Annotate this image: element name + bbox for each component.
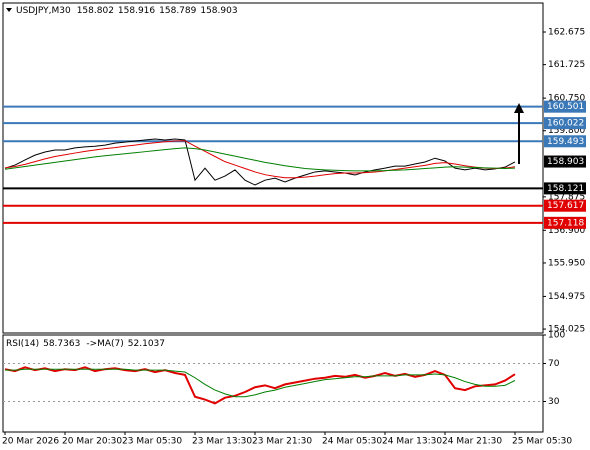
series-line [4, 138, 516, 186]
y-tick-label: 154.025 [548, 325, 585, 335]
last-price-label: 158.903 [547, 157, 584, 167]
y-tick-label: 156.900 [548, 226, 585, 236]
y-tick-label: 30 [548, 397, 560, 407]
ma-label: ->MA(7) [86, 339, 123, 349]
y-tick-label: 157.875 [548, 192, 585, 202]
x-tick-label: 23 Mar 05:30 [122, 437, 182, 447]
level-label-box [544, 117, 586, 130]
series-line [4, 140, 516, 179]
x-tick-label: 24 Mar 05:30 [322, 437, 382, 447]
arrow-head [514, 103, 524, 113]
level-label: 158.121 [547, 184, 584, 194]
level-label-box [544, 199, 586, 212]
y-tick-label: 162.675 [548, 28, 585, 38]
menu-icon [6, 8, 12, 12]
x-tick-label: 25 Mar 05:30 [512, 437, 572, 447]
rsi-header: RSI(14) 58.7363 ->MA(7) 52.1037 [6, 339, 165, 349]
rsi-panel [2, 334, 544, 433]
level-label-box [544, 216, 586, 229]
last-price-box [544, 155, 586, 168]
y-tick-label: 155.950 [548, 258, 585, 268]
x-tick-label: 24 Mar 21:30 [442, 437, 502, 447]
close: 158.903 [200, 6, 237, 16]
level-label-box [544, 135, 586, 148]
x-tick-label: 23 Mar 21:30 [252, 437, 312, 447]
y-tick-label: 159.800 [548, 126, 585, 136]
level-label: 157.118 [547, 218, 584, 228]
series-line [4, 147, 516, 172]
x-tick-label: 20 Mar 20:30 [62, 437, 122, 447]
rsi-value: 58.7363 [43, 339, 80, 349]
open: 158.802 [77, 6, 114, 16]
header: USDJPY,M30 158.802 158.916 158.789 158.903 [16, 6, 238, 16]
main-panel [2, 2, 544, 334]
symbol: USDJPY,M30 [16, 6, 71, 16]
x-tick-label: 24 Mar 13:30 [382, 437, 442, 447]
series-line [4, 366, 516, 405]
high: 158.916 [118, 6, 155, 16]
y-tick-label: 70 [548, 359, 560, 369]
y-tick-label: 160.750 [548, 94, 585, 104]
y-tick-label: 154.975 [548, 292, 585, 302]
rsi-label: RSI(14) [6, 339, 39, 349]
y-tick-label: 100 [548, 331, 565, 341]
level-label: 160.022 [547, 119, 584, 129]
series-line [5, 368, 516, 398]
level-label-box [544, 100, 586, 113]
level-label: 160.501 [547, 102, 584, 112]
y-tick-label: 161.725 [548, 60, 585, 70]
level-label: 159.493 [547, 137, 584, 147]
level-label: 157.617 [547, 201, 584, 211]
ma-value: 52.1037 [128, 339, 165, 349]
x-tick-label: 20 Mar 2026 [2, 437, 59, 447]
level-label-box [544, 182, 586, 195]
low: 158.789 [159, 6, 196, 16]
x-tick-label: 23 Mar 13:30 [192, 437, 252, 447]
